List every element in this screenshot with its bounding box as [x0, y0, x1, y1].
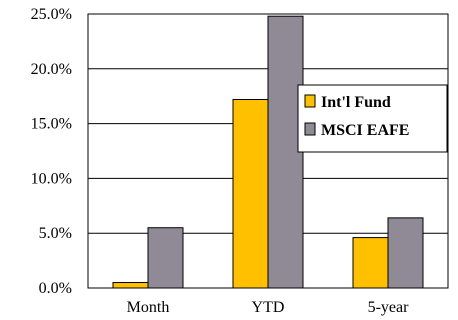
- x-tick-label: YTD: [252, 299, 285, 316]
- bar-int-l-fund-month: [112, 282, 149, 289]
- bar-int-l-fund-5-year: [352, 237, 389, 289]
- legend-swatch-intl-fund: [304, 94, 316, 108]
- y-tick-label: 5.0%: [39, 225, 72, 242]
- y-axis-tick-labels: 0.0% 5.0% 10.0% 15.0% 20.0% 25.0%: [31, 6, 72, 297]
- legend-label-msci-eafe: MSCI EAFE: [321, 122, 409, 139]
- legend-label-intl-fund: Int'l Fund: [321, 94, 391, 111]
- bar-msci-eafe-ytd: [267, 15, 304, 289]
- x-tick-label: Month: [127, 299, 170, 316]
- bar-msci-eafe-month: [147, 227, 184, 289]
- plot-frame: [87, 13, 449, 289]
- x-tick-label: 5-year: [368, 299, 410, 316]
- bar-int-l-fund-ytd: [232, 98, 269, 289]
- x-axis-tick-labels: Month YTD 5-year: [127, 299, 409, 316]
- y-tick-label: 20.0%: [31, 61, 72, 78]
- legend-swatch-msci-eafe: [304, 122, 316, 136]
- bar-msci-eafe-5-year: [387, 217, 424, 289]
- y-tick-label: 0.0%: [39, 280, 72, 297]
- y-tick-label: 10.0%: [31, 170, 72, 187]
- y-tick-label: 25.0%: [31, 6, 72, 23]
- y-tick-label: 15.0%: [31, 116, 72, 133]
- legend: Int'l Fund MSCI EAFE: [297, 84, 448, 153]
- legend-box: [297, 84, 448, 153]
